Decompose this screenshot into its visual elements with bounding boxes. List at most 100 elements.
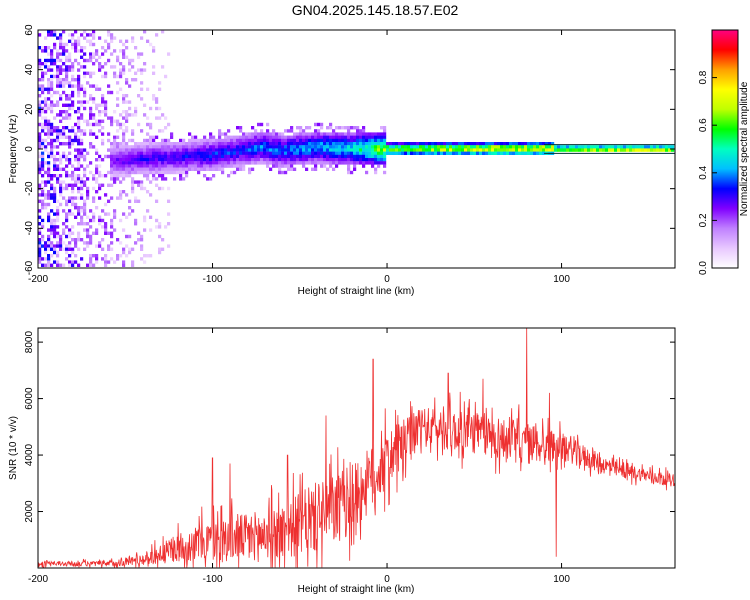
heatmap-cell [260, 132, 264, 136]
heatmap-cell [47, 58, 51, 63]
heatmap-cell [266, 122, 270, 127]
heatmap-cell [221, 151, 225, 155]
heatmap-cell [320, 122, 324, 127]
heatmap-cell [149, 164, 153, 168]
heatmap-cell [47, 78, 51, 82]
heatmap-cell [377, 135, 381, 139]
heatmap-cell [239, 135, 243, 139]
heatmap-cell [155, 97, 159, 101]
heatmap-cell [320, 142, 324, 146]
heatmap-cell [38, 100, 42, 104]
heatmap-cell [212, 138, 216, 143]
heatmap-cell [551, 142, 555, 146]
heatmap-cell [161, 148, 165, 152]
heatmap-cell [44, 58, 48, 63]
heatmap-cell [200, 138, 204, 143]
heatmap-cell [77, 196, 81, 200]
heatmap-cell [113, 174, 117, 178]
heatmap-cell [86, 215, 90, 219]
heatmap-cell [269, 161, 273, 165]
heatmap-cell [56, 180, 60, 184]
heatmap-cell [56, 250, 60, 255]
heatmap-cell [581, 145, 585, 149]
heatmap-cell [302, 148, 306, 152]
heatmap-cell [278, 158, 282, 162]
heatmap-cell [347, 135, 351, 139]
heatmap-cell [188, 145, 192, 149]
heatmap-cell [50, 122, 54, 127]
heatmap-cell [53, 234, 57, 239]
heatmap-cell [356, 154, 360, 159]
heatmap-cell [65, 199, 69, 203]
heatmap-cell [101, 132, 105, 136]
heatmap-cell [230, 138, 234, 143]
heatmap-cell [53, 228, 57, 232]
heatmap-cell [77, 94, 81, 98]
heatmap-cell [119, 113, 123, 117]
heatmap-cell [374, 132, 378, 136]
heatmap-cell [77, 74, 81, 79]
heatmap-cell [380, 142, 384, 146]
heatmap-cell [59, 68, 63, 72]
heatmap-cell [359, 132, 363, 136]
heatmap-cell [449, 148, 453, 152]
heatmap-cell [59, 52, 63, 56]
snr-xlabel: Height of straight line (km) [298, 584, 415, 595]
heatmap-cell [50, 177, 54, 181]
heatmap-cell [482, 148, 486, 152]
heatmap-cell [197, 151, 201, 155]
heatmap-cell [41, 138, 45, 143]
heatmap-cell [59, 135, 63, 139]
heatmap-cell [344, 148, 348, 152]
heatmap-cell [122, 122, 126, 127]
heatmap-cell [176, 142, 180, 146]
heatmap-cell [68, 151, 72, 155]
heatmap-cell [305, 145, 309, 149]
heatmap-cell [41, 238, 45, 242]
heatmap-cell [122, 164, 126, 168]
heatmap-cell [77, 222, 81, 226]
heatmap-cell [608, 145, 612, 149]
heatmap-cell [47, 30, 51, 34]
heatmap-cell [182, 145, 186, 149]
heatmap-cell [236, 135, 240, 139]
heatmap-cell [80, 132, 84, 136]
heatmap-cell [290, 135, 294, 139]
heatmap-cell [47, 202, 51, 207]
heatmap-cell [527, 151, 531, 155]
heatmap-cell [59, 158, 63, 162]
heatmap-cell [68, 209, 72, 213]
heatmap-cell [305, 167, 309, 171]
heatmap-cell [119, 154, 123, 159]
heatmap-cell [86, 190, 90, 194]
heatmap-cell [362, 151, 366, 155]
heatmap-cell [80, 148, 84, 152]
heatmap-cell [59, 119, 63, 123]
heatmap-cell [47, 90, 51, 95]
heatmap-cell [233, 161, 237, 165]
heatmap-cell [290, 148, 294, 152]
heatmap-cell [74, 132, 78, 136]
heatmap-cell [38, 260, 42, 264]
heatmap-cell [44, 71, 48, 75]
heatmap-cell [248, 170, 252, 175]
heatmap-cell [668, 148, 672, 152]
heatmap-cell [161, 164, 165, 168]
heatmap-cell [326, 135, 330, 139]
heatmap-cell [296, 142, 300, 146]
heatmap-cell [587, 148, 591, 152]
heatmap-cell [356, 135, 360, 139]
heatmap-cell [530, 151, 534, 155]
heatmap-cell [317, 132, 321, 136]
heatmap-cell [359, 138, 363, 143]
heatmap-cell [239, 154, 243, 159]
heatmap-cell [266, 142, 270, 146]
heatmap-cell [179, 148, 183, 152]
heatmap-cell [98, 103, 102, 107]
heatmap-cell [116, 58, 120, 63]
heatmap-cell [89, 161, 93, 165]
heatmap-cell [227, 158, 231, 162]
heatmap-cell [56, 138, 60, 143]
heatmap-cell [131, 154, 135, 159]
